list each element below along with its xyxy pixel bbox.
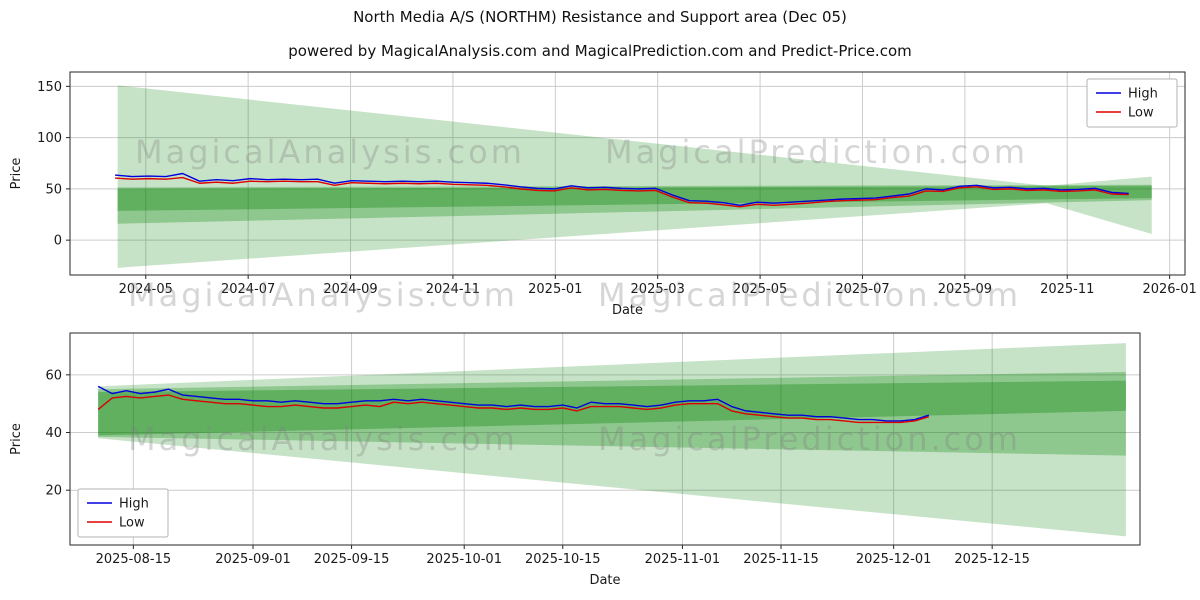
legend: High Low: [1086, 78, 1178, 128]
axis-labels: 2025-08-15 2025-09-01 2025-09-15 2025-10-01…: [9, 368, 1030, 588]
svg-text:2025-12-15: 2025-12-15: [954, 552, 1030, 567]
axis-labels: 2024-05 2024-07 2024-09 2024-11 2025-01 2025-…: [9, 80, 1197, 316]
svg-text:2024-07: 2024-07: [221, 282, 275, 297]
svg-text:2025-11: 2025-11: [1040, 282, 1094, 297]
svg-text:2025-11-01: 2025-11-01: [645, 552, 721, 567]
svg-text:2025-05: 2025-05: [733, 282, 787, 297]
bottom-price-chart: 2025-08-15 2025-09-01 2025-09-15 2025-10-01…: [9, 332, 1141, 588]
svg-text:100: 100: [37, 131, 62, 146]
figure-title: North Media A/S (NORTHM) Resistance and …: [353, 8, 847, 26]
legend-label: Low: [119, 516, 145, 531]
svg-text:2025-12-01: 2025-12-01: [856, 552, 932, 567]
svg-text:2025-09-15: 2025-09-15: [314, 552, 390, 567]
x-axis-label: Date: [612, 303, 643, 316]
support-resistance-bands: [117, 85, 1152, 268]
svg-text:2024-05: 2024-05: [119, 282, 173, 297]
y-axis-label: Price: [9, 158, 24, 190]
top-price-chart: 2024-05 2024-07 2024-09 2024-11 2025-01 2025-…: [9, 71, 1197, 316]
svg-text:2025-10-01: 2025-10-01: [426, 552, 502, 567]
legend-label: High: [119, 497, 149, 512]
low-line: [97, 394, 930, 424]
low-line: [115, 176, 1129, 208]
figure-subtitle: powered by MagicalAnalysis.com and Magic…: [288, 42, 912, 60]
legend-label: Low: [1128, 106, 1154, 121]
svg-text:2024-09: 2024-09: [323, 282, 377, 297]
svg-text:2025-07: 2025-07: [835, 282, 889, 297]
plot-border: [69, 71, 1186, 276]
svg-text:2025-11-15: 2025-11-15: [743, 552, 819, 567]
legend-label: High: [1128, 87, 1158, 102]
y-axis-label: Price: [9, 423, 24, 455]
svg-text:2024-11: 2024-11: [426, 282, 480, 297]
svg-text:50: 50: [45, 182, 62, 197]
legend: High Low: [77, 488, 169, 538]
svg-text:60: 60: [45, 368, 62, 383]
x-axis-label: Date: [589, 573, 620, 588]
support-resistance-bands: [98, 343, 1126, 537]
gridlines: [70, 72, 1185, 275]
svg-text:2025-09-01: 2025-09-01: [215, 552, 291, 567]
svg-text:2025-08-15: 2025-08-15: [96, 552, 172, 567]
svg-text:2025-03: 2025-03: [631, 282, 685, 297]
svg-text:40: 40: [45, 426, 62, 441]
svg-text:150: 150: [37, 80, 62, 95]
svg-text:20: 20: [45, 484, 62, 499]
svg-text:2025-09: 2025-09: [938, 282, 992, 297]
svg-text:0: 0: [54, 234, 62, 249]
high-line: [114, 172, 1129, 206]
svg-text:2025-01: 2025-01: [528, 282, 582, 297]
svg-text:2026-01: 2026-01: [1142, 282, 1196, 297]
gridlines: [70, 333, 1140, 545]
plot-border: [69, 332, 1141, 546]
high-line: [97, 385, 930, 422]
svg-text:2025-10-15: 2025-10-15: [525, 552, 601, 567]
